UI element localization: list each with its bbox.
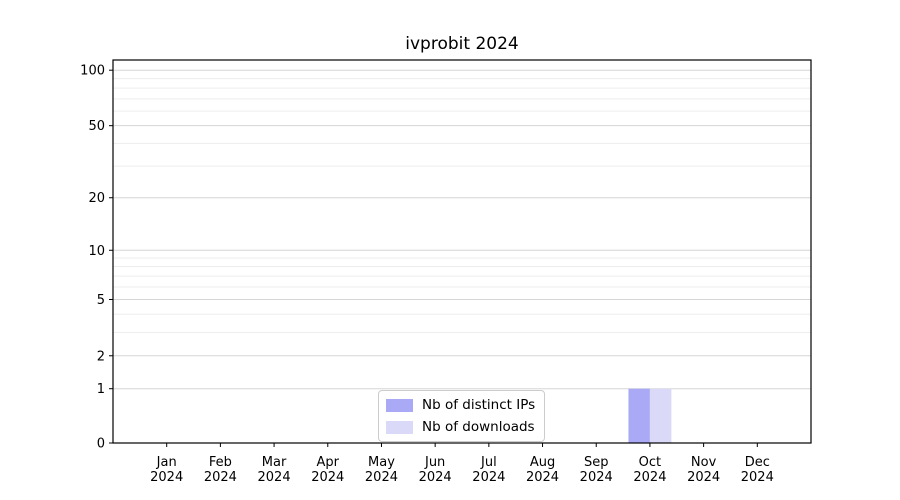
bar: [649, 388, 672, 443]
legend-item: Nb of downloads: [386, 419, 535, 435]
plot-frame: [112, 59, 812, 444]
x-tick-label: Feb 2024: [204, 455, 237, 485]
x-tick-label: Sep 2024: [580, 455, 613, 485]
legend-swatch-icon: [386, 420, 413, 434]
y-tick-label: 100: [80, 64, 105, 79]
y-tick-label: 1: [97, 382, 105, 397]
legend-label: Nb of downloads: [422, 419, 535, 435]
x-tick-label: Aug 2024: [526, 455, 559, 485]
x-tick-label: Mar 2024: [258, 455, 291, 485]
x-tick-label: Jan 2024: [150, 455, 183, 485]
y-tick-label: 2: [97, 349, 105, 364]
y-tick-label: 20: [88, 191, 105, 206]
legend: Nb of distinct IPs Nb of downloads: [378, 390, 546, 442]
x-tick-label: Nov 2024: [687, 455, 720, 485]
legend-swatch-icon: [386, 398, 413, 412]
x-tick-label: Dec 2024: [741, 455, 774, 485]
chart-title: ivprobit 2024: [405, 34, 519, 54]
x-tick-label: Jun 2024: [419, 455, 452, 485]
x-tick-label: Oct 2024: [633, 455, 666, 485]
x-tick-label: Jul 2024: [472, 455, 505, 485]
bar: [628, 388, 650, 443]
y-tick-label: 10: [88, 244, 105, 259]
x-tick-label: Apr 2024: [311, 455, 344, 485]
legend-label: Nb of distinct IPs: [422, 397, 536, 413]
y-tick-label: 0: [97, 437, 105, 452]
y-tick-label: 50: [88, 119, 105, 134]
x-tick-label: May 2024: [365, 455, 398, 485]
legend-item: Nb of distinct IPs: [386, 397, 535, 413]
y-tick-label: 5: [97, 293, 105, 308]
